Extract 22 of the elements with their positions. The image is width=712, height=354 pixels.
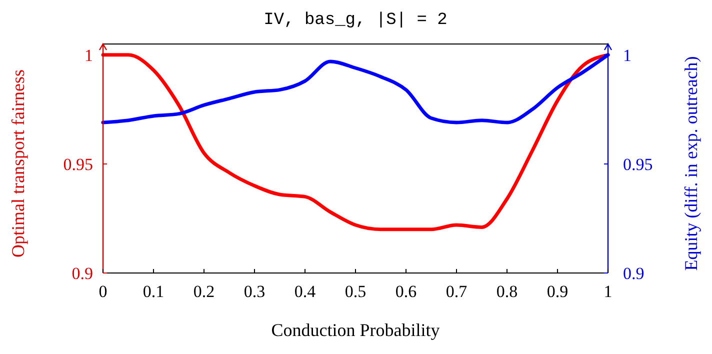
y-tick-label: 0.95 — [63, 154, 93, 174]
chart-title: IV, bas_g, |S| = 2 — [264, 11, 448, 30]
y2-tick-label: 1 — [623, 46, 632, 65]
x-tick-label: 0 — [98, 282, 108, 301]
y-tick-label: 0.9 — [72, 264, 93, 283]
y-tick-label: 1 — [84, 46, 93, 65]
y-axis-title: Optimal transport fairness — [8, 70, 28, 258]
x-tick-label: 1 — [604, 282, 612, 301]
y2-tick-label: 0.95 — [623, 154, 653, 174]
y2-axis-title: Equity (diff. in exp. outreach) — [681, 56, 701, 271]
x-tick-label: 0.5 — [344, 282, 366, 301]
x-tick-label: 0.2 — [193, 282, 215, 301]
x-tick-label: 0.9 — [546, 282, 568, 301]
line-series — [101, 53, 610, 124]
x-tick-label: 0.8 — [496, 282, 518, 301]
x-tick-label: 0.4 — [294, 282, 316, 301]
x-axis-title: Conduction Probability — [271, 320, 440, 340]
y2-tick-label: 0.9 — [623, 264, 644, 283]
x-tick-label: 0.7 — [446, 282, 468, 301]
x-tick-label: 0.1 — [142, 282, 164, 301]
x-tick-label: 0.3 — [244, 282, 266, 301]
x-tick-label: 0.6 — [395, 282, 417, 301]
